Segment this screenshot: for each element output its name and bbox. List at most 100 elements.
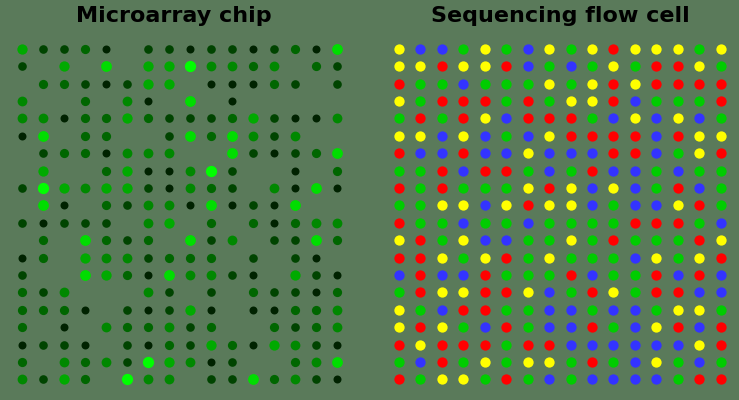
Point xyxy=(16,220,27,226)
Point xyxy=(715,167,726,174)
Point xyxy=(289,185,301,191)
Point xyxy=(16,376,27,382)
Point xyxy=(184,98,196,104)
Point xyxy=(586,115,598,122)
Point xyxy=(693,185,705,191)
Point xyxy=(331,150,343,156)
Point xyxy=(142,324,154,330)
Point xyxy=(310,185,321,191)
Point xyxy=(268,185,279,191)
Point xyxy=(79,46,91,52)
Point xyxy=(37,132,49,139)
Point xyxy=(693,220,705,226)
Point xyxy=(163,202,174,208)
Point xyxy=(607,220,619,226)
Point xyxy=(415,306,426,313)
Point xyxy=(565,376,576,382)
Point xyxy=(310,272,321,278)
Point xyxy=(543,306,555,313)
Point xyxy=(331,115,343,122)
Point xyxy=(205,254,217,261)
Point xyxy=(650,324,662,330)
Point xyxy=(58,220,69,226)
Point xyxy=(715,289,726,296)
Point xyxy=(247,289,259,296)
Point xyxy=(16,132,27,139)
Point xyxy=(715,98,726,104)
Point xyxy=(693,254,705,261)
Point xyxy=(79,376,91,382)
Point xyxy=(693,46,705,52)
Point xyxy=(415,237,426,243)
Point xyxy=(650,132,662,139)
Point xyxy=(163,150,174,156)
Point xyxy=(205,185,217,191)
Point xyxy=(331,80,343,87)
Point xyxy=(100,167,112,174)
Point xyxy=(247,46,259,52)
Point xyxy=(629,220,641,226)
Point xyxy=(522,359,534,365)
Point xyxy=(226,63,238,69)
Point xyxy=(37,150,49,156)
Point xyxy=(310,150,321,156)
Point xyxy=(715,306,726,313)
Point xyxy=(715,132,726,139)
Point xyxy=(393,237,405,243)
Point xyxy=(672,150,684,156)
Point xyxy=(543,220,555,226)
Point xyxy=(226,185,238,191)
Point xyxy=(543,359,555,365)
Point xyxy=(247,63,259,69)
Point xyxy=(500,272,512,278)
Point xyxy=(715,341,726,348)
Point xyxy=(522,63,534,69)
Point xyxy=(436,359,448,365)
Point xyxy=(415,202,426,208)
Point xyxy=(522,185,534,191)
Point xyxy=(436,220,448,226)
Point xyxy=(37,46,49,52)
Point xyxy=(163,132,174,139)
Point xyxy=(205,272,217,278)
Point xyxy=(142,167,154,174)
Point xyxy=(715,220,726,226)
Point xyxy=(672,132,684,139)
Point xyxy=(16,115,27,122)
Point xyxy=(586,272,598,278)
Point xyxy=(100,150,112,156)
Point xyxy=(100,220,112,226)
Point xyxy=(650,289,662,296)
Point xyxy=(393,167,405,174)
Point xyxy=(607,202,619,208)
Point xyxy=(479,185,491,191)
Point xyxy=(79,306,91,313)
Point xyxy=(586,237,598,243)
Point xyxy=(629,115,641,122)
Point xyxy=(457,254,469,261)
Point xyxy=(629,63,641,69)
Point xyxy=(650,46,662,52)
Point xyxy=(393,272,405,278)
Point xyxy=(715,272,726,278)
Point xyxy=(629,359,641,365)
Point xyxy=(457,63,469,69)
Point xyxy=(289,150,301,156)
Point xyxy=(500,46,512,52)
Point xyxy=(607,289,619,296)
Point xyxy=(522,306,534,313)
Point xyxy=(58,306,69,313)
Point xyxy=(289,237,301,243)
Point xyxy=(479,98,491,104)
Point xyxy=(289,220,301,226)
Point xyxy=(565,289,576,296)
Point xyxy=(436,341,448,348)
Point xyxy=(100,80,112,87)
Point xyxy=(586,289,598,296)
Point xyxy=(184,324,196,330)
Point xyxy=(58,185,69,191)
Point xyxy=(543,324,555,330)
Point xyxy=(37,341,49,348)
Point xyxy=(331,220,343,226)
Point xyxy=(565,150,576,156)
